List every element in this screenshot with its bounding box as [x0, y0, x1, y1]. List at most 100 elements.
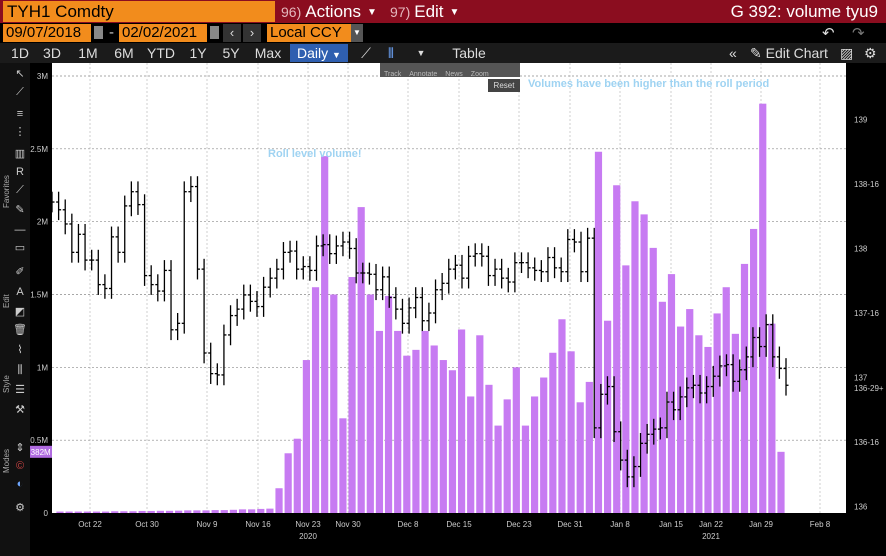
volume-bar — [184, 510, 192, 513]
volume-bar — [229, 509, 238, 513]
volume-bar — [649, 247, 657, 514]
volume-bar — [540, 377, 548, 513]
volume-bar — [768, 323, 776, 513]
redo-icon[interactable]: ↷ — [852, 25, 865, 42]
bars-icon[interactable]: ▥ — [14, 148, 26, 160]
period-ytd[interactable]: YTD — [147, 45, 175, 61]
volume-bar — [403, 355, 411, 513]
ticker-field[interactable]: TYH1 Comdty — [3, 1, 275, 22]
period-1d[interactable]: 1D — [11, 45, 29, 61]
volume-bar — [512, 367, 520, 513]
collapse-icon[interactable]: « — [729, 45, 737, 61]
volume-bar — [421, 330, 429, 513]
line-chart-icon[interactable]: ⟋ — [361, 45, 371, 61]
volume-bar — [293, 438, 301, 513]
volume-bar — [631, 201, 639, 514]
tools-icon[interactable]: ⚒ — [15, 404, 25, 416]
x-tick-label: Dec 15 — [446, 520, 472, 529]
volume-bar — [439, 360, 447, 513]
bar-chart-icon[interactable]: ⫴ — [388, 45, 394, 61]
levels-icon[interactable]: ⋮ — [14, 126, 26, 138]
reset-button[interactable]: Reset — [488, 79, 520, 92]
edit-section-label: Edit — [2, 294, 11, 308]
trash-icon[interactable]: 🗑 — [13, 324, 27, 336]
volume-bar — [759, 103, 767, 513]
chart-type-dropdown-icon[interactable]: ▼ — [416, 48, 426, 58]
period-max[interactable]: Max — [254, 45, 282, 61]
chart-mini-toolbar: Track Annotate News Zoom — [380, 63, 520, 78]
y-tick-label-left: 3M — [37, 72, 48, 81]
volume-bar — [750, 228, 758, 513]
volume-price-chart[interactable]: 0 0.5M 1M 1.5M 2M 2.5M 3M 136 136-16 136-29+137 13… — [22, 63, 886, 556]
period-1m[interactable]: 1M — [78, 45, 98, 61]
news-button[interactable]: News — [445, 71, 463, 78]
volume-bar — [430, 345, 438, 513]
volume-bar — [558, 319, 566, 513]
y-tick-label-right: 138-16 — [854, 180, 879, 189]
period-5y[interactable]: 5Y — [222, 45, 240, 61]
volume-bar — [165, 510, 174, 513]
currency-select[interactable]: Local CCY — [267, 24, 351, 42]
period-3d[interactable]: 3D — [43, 45, 61, 61]
calendar-icon[interactable] — [94, 26, 103, 39]
x-tick-label: Nov 23 — [295, 520, 321, 529]
caret-down-icon: ▼ — [449, 7, 460, 18]
chevron-left-icon[interactable]: ‹ — [223, 24, 241, 42]
frequency-select[interactable]: Daily ▼ — [290, 44, 348, 62]
x-tick-label: Jan 15 — [659, 520, 684, 529]
track-button[interactable]: Track — [384, 71, 402, 78]
dropdown-icon[interactable]: ▼ — [351, 24, 363, 42]
annotate-button[interactable]: Annotate — [409, 71, 438, 78]
eraser-icon[interactable]: ◩ — [14, 306, 26, 318]
zigzag-icon[interactable]: ⌇ — [17, 344, 23, 356]
edit-chart-button[interactable]: ✎ Edit Chart — [750, 44, 828, 62]
end-date-field[interactable]: 02/02/2021 — [119, 24, 207, 42]
scale-icon[interactable]: ⇕ — [15, 442, 25, 454]
x-tick-label: Feb 8 — [810, 520, 831, 529]
draw-line-icon[interactable]: ⟋ — [16, 86, 24, 98]
zoom-button[interactable]: Zoom — [470, 71, 489, 78]
volume-bar — [549, 352, 557, 513]
volume-bar — [83, 511, 91, 513]
cursor-icon[interactable]: ↖ — [15, 68, 25, 80]
last-volume-tag — [22, 445, 52, 458]
volume-bar — [704, 346, 712, 513]
undo-icon[interactable]: ↶ — [822, 25, 835, 42]
volume-bar — [476, 335, 484, 513]
volume-bar — [202, 510, 210, 513]
style-label: Style — [2, 375, 11, 393]
text-icon[interactable]: A — [16, 286, 24, 298]
x-year-label: 2020 — [299, 532, 317, 541]
period-6m[interactable]: 6M — [114, 45, 134, 61]
settings-gear-icon[interactable]: ⚙ — [864, 45, 877, 61]
settings-gear-icon[interactable]: ⚙ — [15, 502, 25, 514]
mode-c-icon[interactable]: © — [15, 460, 25, 472]
calendar-icon[interactable] — [210, 26, 219, 39]
y-tick-label-right: 137-16 — [854, 309, 879, 318]
actions-menu[interactable]: 96) Actions ▼ — [281, 1, 377, 22]
mode-g-icon[interactable]: ◐ — [16, 478, 24, 490]
brush-icon[interactable]: ✐ — [15, 266, 25, 278]
x-tick-label: Dec 31 — [557, 520, 583, 529]
candles-icon[interactable]: ⫼ — [17, 364, 23, 376]
x-tick-label: Nov 30 — [335, 520, 361, 529]
volume-bar — [120, 511, 128, 513]
volume-bar — [695, 335, 703, 513]
trend-icon[interactable]: ⟋ — [16, 184, 24, 196]
volume-bar — [576, 402, 584, 513]
pen-icon[interactable]: ✎ — [15, 204, 25, 216]
chevron-right-icon[interactable]: › — [243, 24, 261, 42]
volume-bar — [330, 294, 338, 513]
table-button[interactable]: Table — [452, 45, 486, 61]
horizontal-line-icon[interactable]: — — [14, 224, 26, 236]
chart-area: 0 0.5M 1M 1.5M 2M 2.5M 3M 136 136-16 136-29+ 137 13… — [22, 63, 886, 556]
period-1y[interactable]: 1Y — [189, 45, 207, 61]
r-icon[interactable]: R — [16, 166, 24, 178]
fib-icon[interactable]: ≡ — [16, 108, 24, 120]
start-date-field[interactable]: 09/07/2018 — [3, 24, 91, 42]
list-icon[interactable]: ☰ — [15, 384, 25, 396]
edit-note-icon[interactable]: ▨ — [840, 45, 854, 61]
edit-menu[interactable]: 97) Edit ▼ — [390, 1, 460, 22]
volume-bar — [102, 511, 110, 513]
vertical-line-icon[interactable]: ▭ — [14, 242, 26, 254]
